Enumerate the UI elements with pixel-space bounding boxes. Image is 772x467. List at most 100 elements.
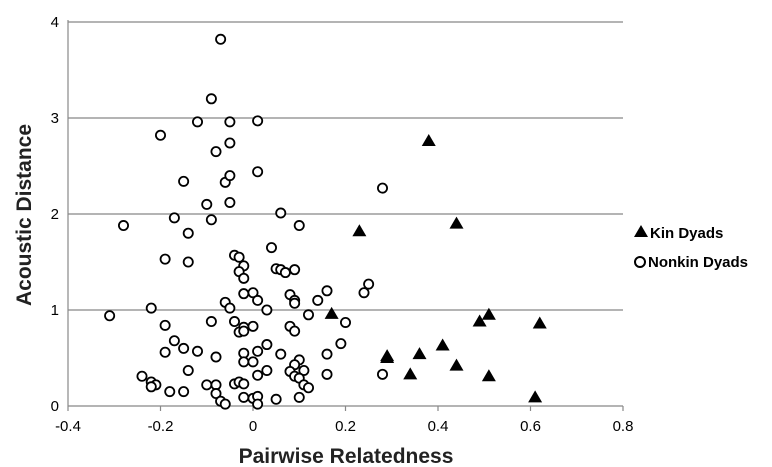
nonkin-dyad-point bbox=[261, 364, 273, 376]
nonkin-dyad-point bbox=[224, 137, 236, 149]
kin-dyad-point bbox=[481, 307, 496, 320]
nonkin-dyad-point bbox=[293, 391, 305, 403]
nonkin-dyad-point bbox=[219, 398, 231, 410]
nonkin-dyad-point bbox=[376, 182, 388, 194]
nonkin-dyad-point bbox=[168, 212, 180, 224]
nonkin-dyad-point bbox=[224, 196, 236, 208]
nonkin-dyad-point bbox=[293, 220, 305, 232]
nonkin-dyad-point bbox=[215, 33, 227, 45]
y-tick-label: 1 bbox=[51, 302, 59, 319]
kin-dyad-point bbox=[421, 134, 436, 147]
nonkin-dyad-point bbox=[159, 319, 171, 331]
legend-label-kin: Kin Dyads bbox=[650, 225, 723, 242]
nonkin-dyad-point bbox=[247, 356, 259, 368]
nonkin-dyad-point bbox=[224, 302, 236, 314]
nonkin-dyad-point bbox=[145, 381, 157, 393]
nonkin-dyad-point bbox=[136, 370, 148, 382]
axes bbox=[67, 20, 624, 411]
kin-dyad-point bbox=[449, 358, 464, 371]
kin-dyad-point bbox=[412, 347, 427, 360]
nonkin-dyad-point bbox=[265, 242, 277, 254]
nonkin-dyad-point bbox=[275, 348, 287, 360]
nonkin-dyad-point bbox=[228, 316, 240, 328]
legend-triangle-marker bbox=[634, 225, 648, 237]
legend-label-nonkin: Nonkin Dyads bbox=[648, 254, 748, 271]
nonkin-dyad-point bbox=[289, 264, 301, 276]
nonkin-dyad-point bbox=[252, 345, 264, 357]
x-tick-label: 0 bbox=[249, 418, 257, 435]
nonkin-dyad-point bbox=[205, 93, 217, 105]
nonkin-dyad-point bbox=[261, 304, 273, 316]
nonkin-dyad-point bbox=[210, 146, 222, 158]
kin-dyad-point bbox=[532, 316, 547, 329]
kin-dyad-point bbox=[528, 390, 543, 403]
nonkin-dyad-point bbox=[252, 166, 264, 178]
nonkin-dyad-point bbox=[159, 346, 171, 358]
y-tick-label: 3 bbox=[51, 110, 59, 127]
nonkin-dyad-point bbox=[178, 175, 190, 187]
nonkin-dyad-point bbox=[252, 294, 264, 306]
nonkin-dyad-point bbox=[312, 294, 324, 306]
y-tick-label: 0 bbox=[51, 398, 59, 415]
nonkin-dyad-point bbox=[261, 339, 273, 351]
nonkin-dyad-point bbox=[104, 310, 116, 322]
legend-item-nonkin: Nonkin Dyads bbox=[634, 254, 748, 271]
nonkin-dyad-point bbox=[238, 288, 250, 300]
legend-item-kin: Kin Dyads bbox=[634, 225, 723, 242]
nonkin-dyad-point bbox=[339, 316, 351, 328]
nonkin-dyad-point bbox=[205, 214, 217, 226]
data-points bbox=[104, 33, 547, 410]
nonkin-dyad-point bbox=[233, 251, 245, 263]
kin-dyad-point bbox=[435, 338, 450, 351]
nonkin-dyad-point bbox=[145, 302, 157, 314]
x-tick-label: 0.4 bbox=[428, 418, 449, 435]
y-tick-label: 4 bbox=[51, 14, 59, 31]
nonkin-dyad-point bbox=[201, 379, 213, 391]
nonkin-dyad-point bbox=[252, 369, 264, 381]
nonkin-dyad-point bbox=[178, 342, 190, 354]
x-tick-label: -0.2 bbox=[148, 418, 174, 435]
nonkin-dyad-point bbox=[289, 325, 301, 337]
nonkin-dyad-point bbox=[238, 378, 250, 390]
nonkin-dyad-point bbox=[279, 267, 291, 279]
nonkin-dyad-point bbox=[321, 285, 333, 297]
x-tick-label: 0.8 bbox=[613, 418, 634, 435]
nonkin-dyad-point bbox=[210, 351, 222, 363]
nonkin-dyad-point bbox=[154, 129, 166, 141]
nonkin-dyad-point bbox=[224, 170, 236, 182]
nonkin-dyad-point bbox=[302, 309, 314, 321]
nonkin-dyad-point bbox=[247, 320, 259, 332]
gridlines bbox=[68, 21, 623, 311]
x-tick-label: 0.6 bbox=[520, 418, 541, 435]
nonkin-dyad-point bbox=[191, 116, 203, 128]
kin-dyad-point bbox=[449, 216, 464, 229]
nonkin-dyad-point bbox=[182, 227, 194, 239]
nonkin-dyad-point bbox=[182, 364, 194, 376]
kin-dyad-point bbox=[324, 306, 339, 319]
nonkin-dyad-point bbox=[321, 348, 333, 360]
nonkin-dyad-point bbox=[238, 391, 250, 403]
nonkin-dyad-point bbox=[302, 382, 314, 394]
nonkin-dyad-point bbox=[238, 272, 250, 284]
nonkin-dyad-point bbox=[224, 116, 236, 128]
nonkin-dyad-point bbox=[363, 278, 375, 290]
x-axis-title: Pairwise Relatedness bbox=[239, 445, 454, 467]
nonkin-dyad-point bbox=[275, 207, 287, 219]
y-axis-title: Acoustic Distance bbox=[13, 124, 36, 306]
nonkin-dyad-point bbox=[201, 198, 213, 210]
nonkin-dyad-point bbox=[358, 287, 370, 299]
nonkin-dyad-point bbox=[182, 256, 194, 268]
nonkin-dyad-point bbox=[238, 356, 250, 368]
tick-labels: 0 1 2 3 4 -0.4 -0.2 0 0.2 0.4 0.6 0.8 bbox=[51, 14, 634, 435]
nonkin-dyad-point bbox=[252, 115, 264, 127]
y-tick-label: 2 bbox=[51, 206, 59, 223]
nonkin-dyad-point bbox=[376, 368, 388, 380]
nonkin-dyad-point bbox=[335, 338, 347, 350]
kin-dyad-point bbox=[352, 224, 367, 237]
nonkin-dyad-point bbox=[164, 386, 176, 398]
nonkin-dyad-point bbox=[321, 368, 333, 380]
kin-dyad-point bbox=[380, 351, 395, 363]
nonkin-dyad-point bbox=[289, 297, 301, 309]
nonkin-dyad-point bbox=[118, 220, 130, 232]
